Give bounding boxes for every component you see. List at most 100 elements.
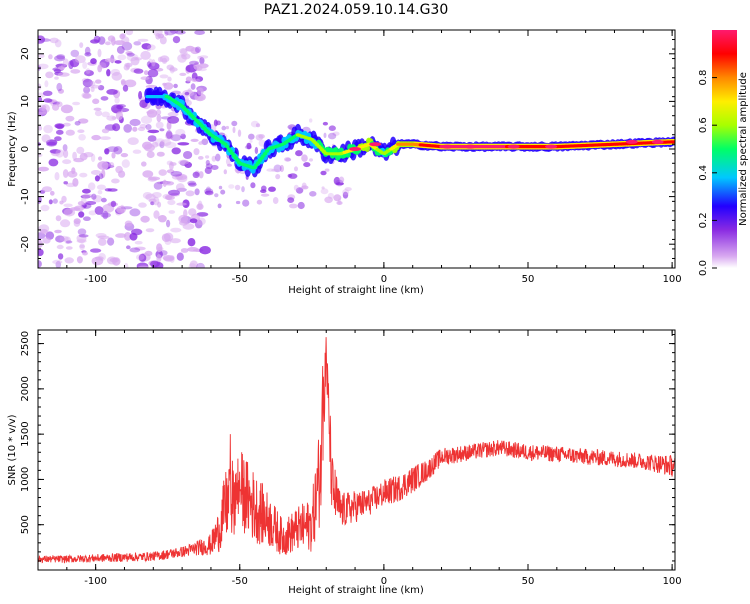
heatmap-noise-cell [48, 54, 53, 60]
heatmap-noise-cell [97, 190, 103, 195]
heatmap-hotspot [651, 139, 664, 144]
heatmap-noise-cell [190, 83, 196, 90]
heatmap-noise-cell [107, 35, 116, 42]
heatmap-noise-cell [121, 159, 130, 168]
heatmap-noise-cell [213, 119, 218, 127]
heatmap-noise-cell [198, 156, 204, 160]
heatmap-noise-cell [76, 256, 83, 264]
heatmap-noise-cell [120, 153, 129, 158]
heatmap-noise-cell [205, 155, 210, 159]
heatmap-noise-cell [102, 210, 109, 220]
heatmap-noise-cell [165, 131, 174, 140]
heatmap-noise-cell [167, 111, 179, 117]
heatmap-noise-cell [53, 68, 62, 73]
heatmap-noise-cell [41, 186, 53, 193]
heatmap-noise-cell [248, 133, 255, 140]
heatmap-noise-cell [140, 50, 151, 60]
heatmap-noise-cell [104, 148, 109, 155]
heatmap-noise-cell [156, 114, 162, 123]
heatmap-noise-cell [151, 59, 156, 67]
heatmap-noise-cell [199, 57, 205, 65]
heatmap-noise-cell [145, 228, 155, 233]
heatmap-noise-cell [136, 254, 145, 261]
heatmap-noise-cell [159, 36, 167, 45]
heatmap-noise-cell [170, 171, 183, 177]
heatmap-noise-cell [132, 149, 142, 154]
colorbar-tick-label: 0.0 [698, 260, 709, 276]
heatmap-noise-cell [98, 173, 104, 180]
heatmap-noise-cell [69, 207, 81, 211]
heatmap-noise-cell [150, 260, 160, 268]
heatmap-noise-cell [188, 263, 197, 268]
y-tick-label: -10 [20, 188, 31, 204]
heatmap-noise-cell [173, 83, 178, 89]
heatmap-noise-cell [145, 124, 152, 130]
heatmap-noise-cell [111, 116, 117, 120]
heatmap-noise-cell [111, 71, 123, 81]
heatmap-noise-cell [101, 197, 107, 203]
heatmap-noise-cell [165, 194, 172, 201]
heatmap-noise-cell [98, 62, 107, 69]
heatmap-noise-cell [129, 118, 141, 127]
heatmap-noise-cell [140, 215, 150, 223]
heatmap-noise-cell [134, 246, 146, 251]
heatmap-noise-cell [178, 214, 189, 224]
heatmap-noise-cell [193, 78, 201, 83]
heatmap-noise-cell [70, 69, 81, 74]
heatmap-noise-cell [55, 63, 68, 68]
x-tick-label: -50 [232, 576, 248, 587]
heatmap-noise-cell [215, 153, 221, 162]
heatmap-noise-cell [62, 169, 69, 178]
heatmap-noise-cell [175, 183, 185, 192]
heatmap-noise-cell [166, 169, 175, 174]
heatmap-noise-cell [228, 184, 235, 189]
heatmap-noise-cell [169, 161, 174, 171]
y-tick-label: 1500 [20, 421, 31, 446]
heatmap-noise-cell [133, 68, 144, 74]
heatmap-noise-cell [94, 110, 103, 117]
heatmap-noise-cell [160, 139, 172, 147]
x-tick-label: 0 [381, 576, 387, 587]
heatmap-noise-cell [64, 236, 71, 245]
heatmap-noise-cell [124, 79, 137, 88]
heatmap-noise-cell [54, 55, 66, 62]
heatmap-noise-cell [43, 124, 53, 134]
heatmap-noise-cell [52, 198, 58, 204]
heatmap-noise-cell [54, 136, 62, 142]
heatmap-noise-cell [141, 43, 152, 50]
heatmap-noise-cell [275, 174, 281, 180]
heatmap-noise-cell [45, 71, 54, 79]
heatmap-noise-cell [63, 181, 68, 185]
heatmap-noise-cell [164, 181, 175, 186]
heatmap-noise-cell [205, 186, 211, 194]
heatmap-noise-cell [147, 177, 157, 182]
heatmap-noise-cell [83, 152, 94, 158]
heatmap-noise-cell [98, 238, 107, 246]
heatmap-noise-cell [55, 235, 65, 243]
heatmap-noise-cell [77, 228, 87, 236]
heatmap-noise-cell [52, 259, 63, 265]
heatmap-noise-cell [190, 138, 199, 142]
heatmap-noise-cell [166, 130, 173, 139]
heatmap-noise-cell [90, 248, 102, 253]
heatmap-noise-cell [141, 161, 147, 167]
heatmap-noise-cell [94, 175, 100, 182]
heatmap-noise-cell [227, 163, 232, 167]
heatmap-noise-cell [196, 203, 204, 210]
heatmap-noise-cell [92, 98, 100, 105]
heatmap-ylabel: Frequency (Hz) [7, 111, 18, 187]
heatmap-noise-cell [179, 48, 188, 54]
heatmap-cells [38, 30, 675, 268]
heatmap-noise-cell [176, 202, 187, 206]
heatmap-noise-cell [95, 256, 104, 261]
heatmap-noise-cell [52, 103, 60, 111]
heatmap-noise-cell [199, 246, 211, 255]
heatmap-noise-cell [88, 210, 97, 216]
heatmap-noise-cell [101, 128, 110, 134]
heatmap-noise-cell [146, 61, 152, 68]
heatmap-noise-cell [225, 157, 231, 166]
snr-series-line [38, 337, 675, 564]
x-tick-label: 50 [522, 274, 535, 285]
